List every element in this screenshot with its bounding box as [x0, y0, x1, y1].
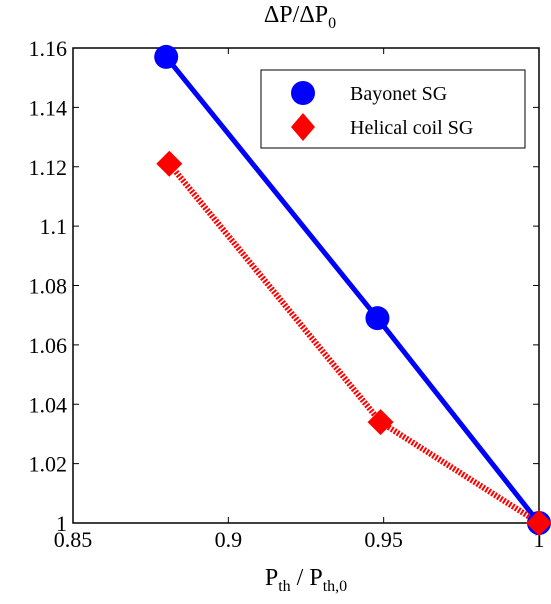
series-0-point-1 — [365, 306, 389, 330]
y-tick-label-4: 1.08 — [29, 274, 68, 299]
series-1-point-0 — [156, 151, 182, 177]
y-tick-label-5: 1.1 — [40, 214, 68, 239]
x-axis-label-sub1: th — [278, 578, 290, 595]
x-axis-label-sep: / P — [291, 565, 323, 591]
x-tick-label-1: 0.9 — [215, 527, 243, 552]
x-axis-label-main: P — [265, 565, 278, 591]
chart-title-sub: 0 — [328, 15, 336, 32]
y-tick-label-6: 1.12 — [29, 155, 68, 180]
y-tick-label-1: 1.02 — [29, 452, 68, 477]
chart-title-main: ΔP/ΔP — [264, 2, 328, 28]
legend-marker-bayonet — [291, 81, 315, 105]
series-0-point-0 — [154, 45, 178, 69]
chart-title: ΔP/ΔP0 — [264, 2, 336, 32]
series-1-point-1 — [368, 409, 394, 435]
y-tick-label-2: 1.04 — [29, 392, 68, 417]
y-tick-label-0: 1 — [56, 511, 67, 536]
x-axis-label: Pth / Pth,0 — [265, 565, 347, 595]
x-tick-label-2: 0.95 — [364, 527, 403, 552]
legend-label-helical: Helical coil SG — [350, 117, 473, 139]
x-axis-label-sub2: th,0 — [323, 578, 347, 595]
y-tick-label-7: 1.14 — [29, 95, 68, 120]
series-line-1 — [169, 164, 539, 523]
y-tick-label-3: 1.06 — [29, 333, 68, 358]
legend: Bayonet SG Helical coil SG — [261, 70, 525, 148]
y-tick-label-8: 1.16 — [29, 36, 68, 61]
legend-label-bayonet: Bayonet SG — [350, 83, 447, 105]
